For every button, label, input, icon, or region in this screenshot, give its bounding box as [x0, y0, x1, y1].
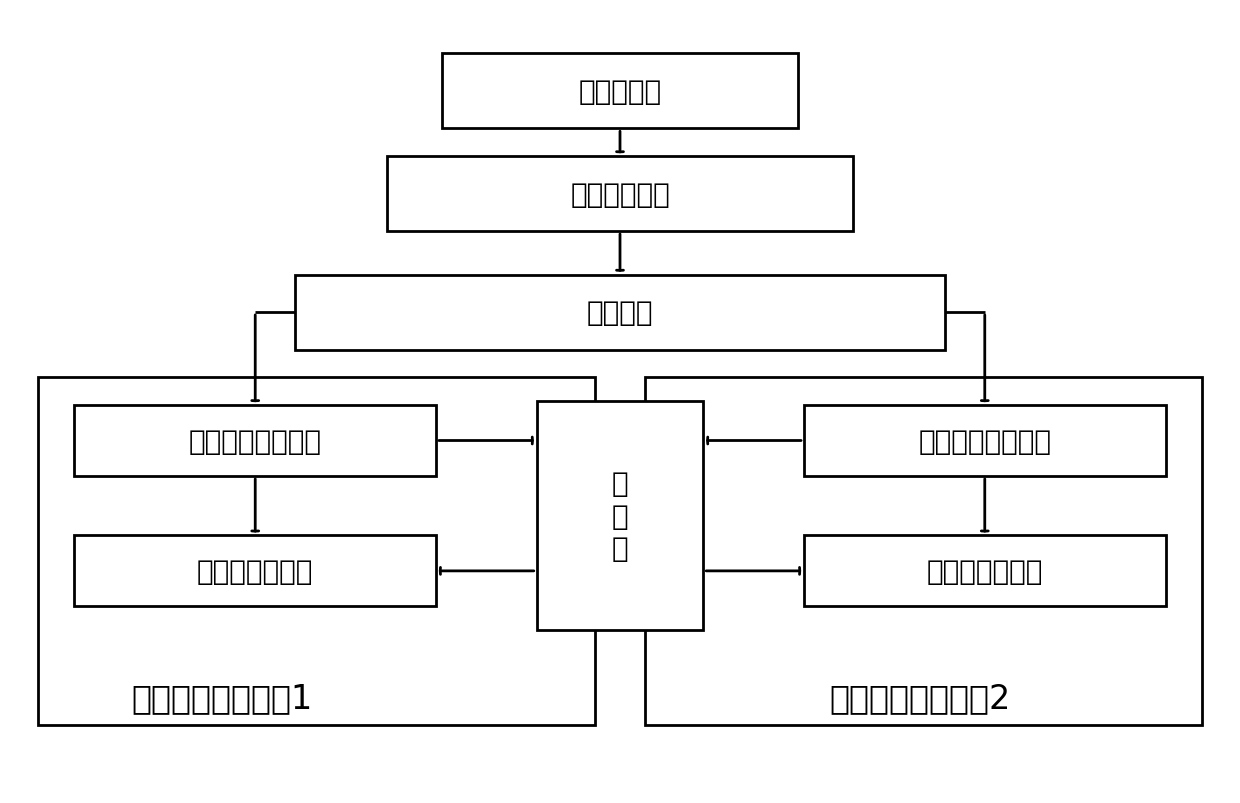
Text: 燃料电池发电系统2: 燃料电池发电系统2	[830, 681, 1011, 714]
FancyBboxPatch shape	[37, 378, 595, 725]
Text: 电动汽车充电桩: 电动汽车充电桩	[926, 557, 1043, 585]
Text: 制氢系统: 制氢系统	[587, 299, 653, 327]
Text: 蓄
电
池: 蓄 电 池	[611, 470, 629, 562]
FancyBboxPatch shape	[74, 536, 436, 607]
FancyBboxPatch shape	[537, 402, 703, 630]
FancyBboxPatch shape	[443, 55, 797, 129]
FancyBboxPatch shape	[804, 536, 1166, 607]
Text: 燃料电池发电机组: 燃料电池发电机组	[188, 427, 321, 455]
Text: 电动汽车充电桩: 电动汽车充电桩	[197, 557, 314, 585]
FancyBboxPatch shape	[74, 406, 436, 476]
FancyBboxPatch shape	[387, 157, 853, 232]
Text: 燃料电池发电系统1: 燃料电池发电系统1	[131, 681, 312, 714]
FancyBboxPatch shape	[295, 275, 945, 350]
FancyBboxPatch shape	[645, 378, 1203, 725]
FancyBboxPatch shape	[804, 406, 1166, 476]
Text: 燃料电池发电机组: 燃料电池发电机组	[919, 427, 1052, 455]
Text: 总存储装置: 总存储装置	[578, 78, 662, 106]
Text: 集中供液系统: 集中供液系统	[570, 181, 670, 208]
